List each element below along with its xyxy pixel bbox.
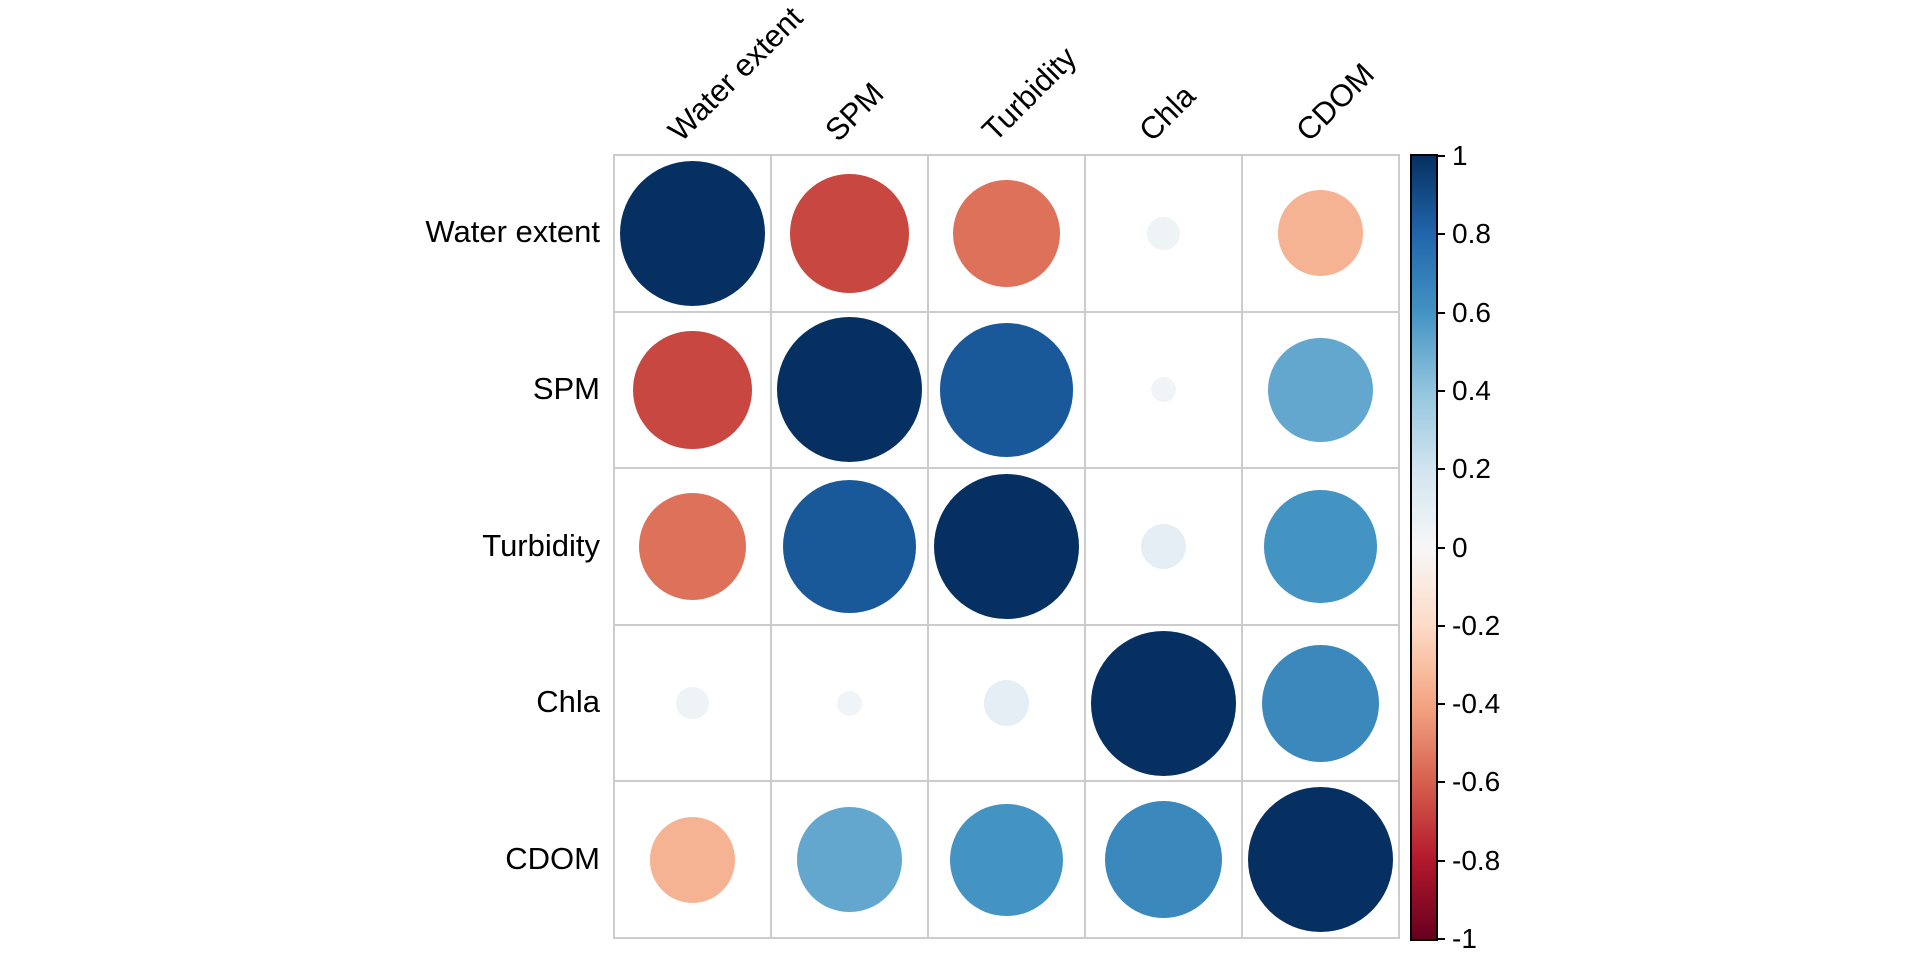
correlation-circle (676, 686, 709, 720)
matrix-cell-turbidity-x-chla (1085, 468, 1242, 625)
matrix-cell-water-extent-x-cdom (1242, 155, 1399, 312)
matrix-cell-chla-x-water-extent (614, 624, 771, 782)
correlation-circle (1150, 377, 1177, 403)
row-label-spm: SPM (532, 370, 600, 406)
correlation-circle (1268, 337, 1373, 443)
colorbar-tick (1436, 859, 1445, 862)
correlation-circle (950, 803, 1063, 916)
colorbar-tick-label: -0.2 (1452, 609, 1501, 641)
column-label-spm: SPM (817, 75, 891, 148)
matrix-cell-spm-x-cdom (1242, 311, 1399, 469)
column-label-cdom: CDOM (1288, 56, 1381, 148)
colorbar-tick-label: -0.8 (1452, 844, 1501, 876)
correlation-circle (939, 323, 1074, 457)
row-label-turbidity: Turbidity (482, 527, 600, 563)
matrix-grid (613, 154, 1400, 939)
colorbar-tick-label: -1 (1452, 923, 1477, 954)
colorbar-tick (1436, 311, 1445, 314)
matrix-cell-chla-x-spm (771, 624, 928, 782)
colorbar-tick-label: 1 (1452, 140, 1468, 171)
colorbar-tick (1436, 938, 1445, 940)
matrix-cell-chla-x-chla (1085, 624, 1242, 782)
column-label-chla: Chla (1131, 78, 1202, 148)
colorbar-tick-label: 0 (1452, 531, 1468, 563)
matrix-cell-turbidity-x-cdom (1242, 468, 1399, 625)
row-label-water-extent: Water extent (425, 214, 600, 250)
colorbar-tick-label: -0.6 (1452, 766, 1501, 798)
colorbar-tick (1436, 468, 1445, 471)
correlation-circle (952, 179, 1061, 288)
correlation-circle (934, 473, 1079, 619)
correlation-circle (649, 816, 736, 903)
matrix-cell-cdom-x-turbidity (928, 781, 1085, 938)
colorbar-tick-label: 0.4 (1452, 374, 1491, 406)
colorbar-tick-label: -0.4 (1452, 688, 1501, 720)
row-label-cdom: CDOM (505, 840, 600, 876)
colorbar-gradient (1410, 154, 1438, 941)
correlation-circle (777, 317, 922, 463)
correlation-circle (1264, 490, 1377, 603)
matrix-cell-water-extent-x-water-extent (614, 155, 771, 312)
correlation-circle (790, 173, 909, 293)
matrix-cell-cdom-x-spm (771, 781, 928, 938)
matrix-cell-turbidity-x-turbidity (928, 468, 1085, 625)
matrix-cell-spm-x-water-extent (614, 311, 771, 469)
correlation-circle (1105, 801, 1222, 919)
matrix-cell-water-extent-x-chla (1085, 155, 1242, 312)
colorbar-tick (1436, 703, 1445, 706)
colorbar-tick (1436, 155, 1445, 157)
matrix-cell-water-extent-x-turbidity (928, 155, 1085, 312)
correlation-circle (633, 330, 752, 450)
correlation-circle (836, 690, 863, 716)
matrix-cell-cdom-x-water-extent (614, 781, 771, 938)
matrix-cell-spm-x-turbidity (928, 311, 1085, 469)
correlation-circle (1248, 787, 1393, 933)
colorbar-tick (1436, 389, 1445, 392)
colorbar-tick (1436, 624, 1445, 627)
colorbar-tick-label: 0.6 (1452, 296, 1491, 328)
matrix-cell-turbidity-x-water-extent (614, 468, 771, 625)
matrix-cell-spm-x-spm (771, 311, 928, 469)
matrix-cell-chla-x-turbidity (928, 624, 1085, 782)
correlation-circle (797, 807, 902, 912)
correlation-circle (1140, 523, 1187, 570)
colorbar-tick-label: 0.8 (1452, 218, 1491, 250)
matrix-cell-spm-x-chla (1085, 311, 1242, 469)
correlation-circle (1277, 190, 1364, 277)
matrix-cell-cdom-x-chla (1085, 781, 1242, 938)
correlation-circle (1262, 644, 1379, 762)
correlation-circle (1147, 217, 1180, 250)
column-label-water-extent: Water extent (660, 0, 809, 148)
colorbar-tick-label: 0.2 (1452, 453, 1491, 485)
matrix-cell-turbidity-x-spm (771, 468, 928, 625)
correlation-circle (620, 160, 765, 306)
colorbar-tick (1436, 233, 1445, 236)
matrix-cell-chla-x-cdom (1242, 624, 1399, 782)
matrix-cell-cdom-x-cdom (1242, 781, 1399, 938)
correlation-circle (1091, 630, 1236, 776)
row-label-chla: Chla (536, 684, 600, 720)
matrix-cell-water-extent-x-spm (771, 155, 928, 312)
correlation-circle (782, 479, 917, 614)
correlation-circle (983, 680, 1030, 727)
colorbar-tick (1436, 781, 1445, 784)
column-label-turbidity: Turbidity (974, 40, 1083, 148)
colorbar-tick (1436, 546, 1445, 549)
correlation-circle (638, 492, 747, 601)
